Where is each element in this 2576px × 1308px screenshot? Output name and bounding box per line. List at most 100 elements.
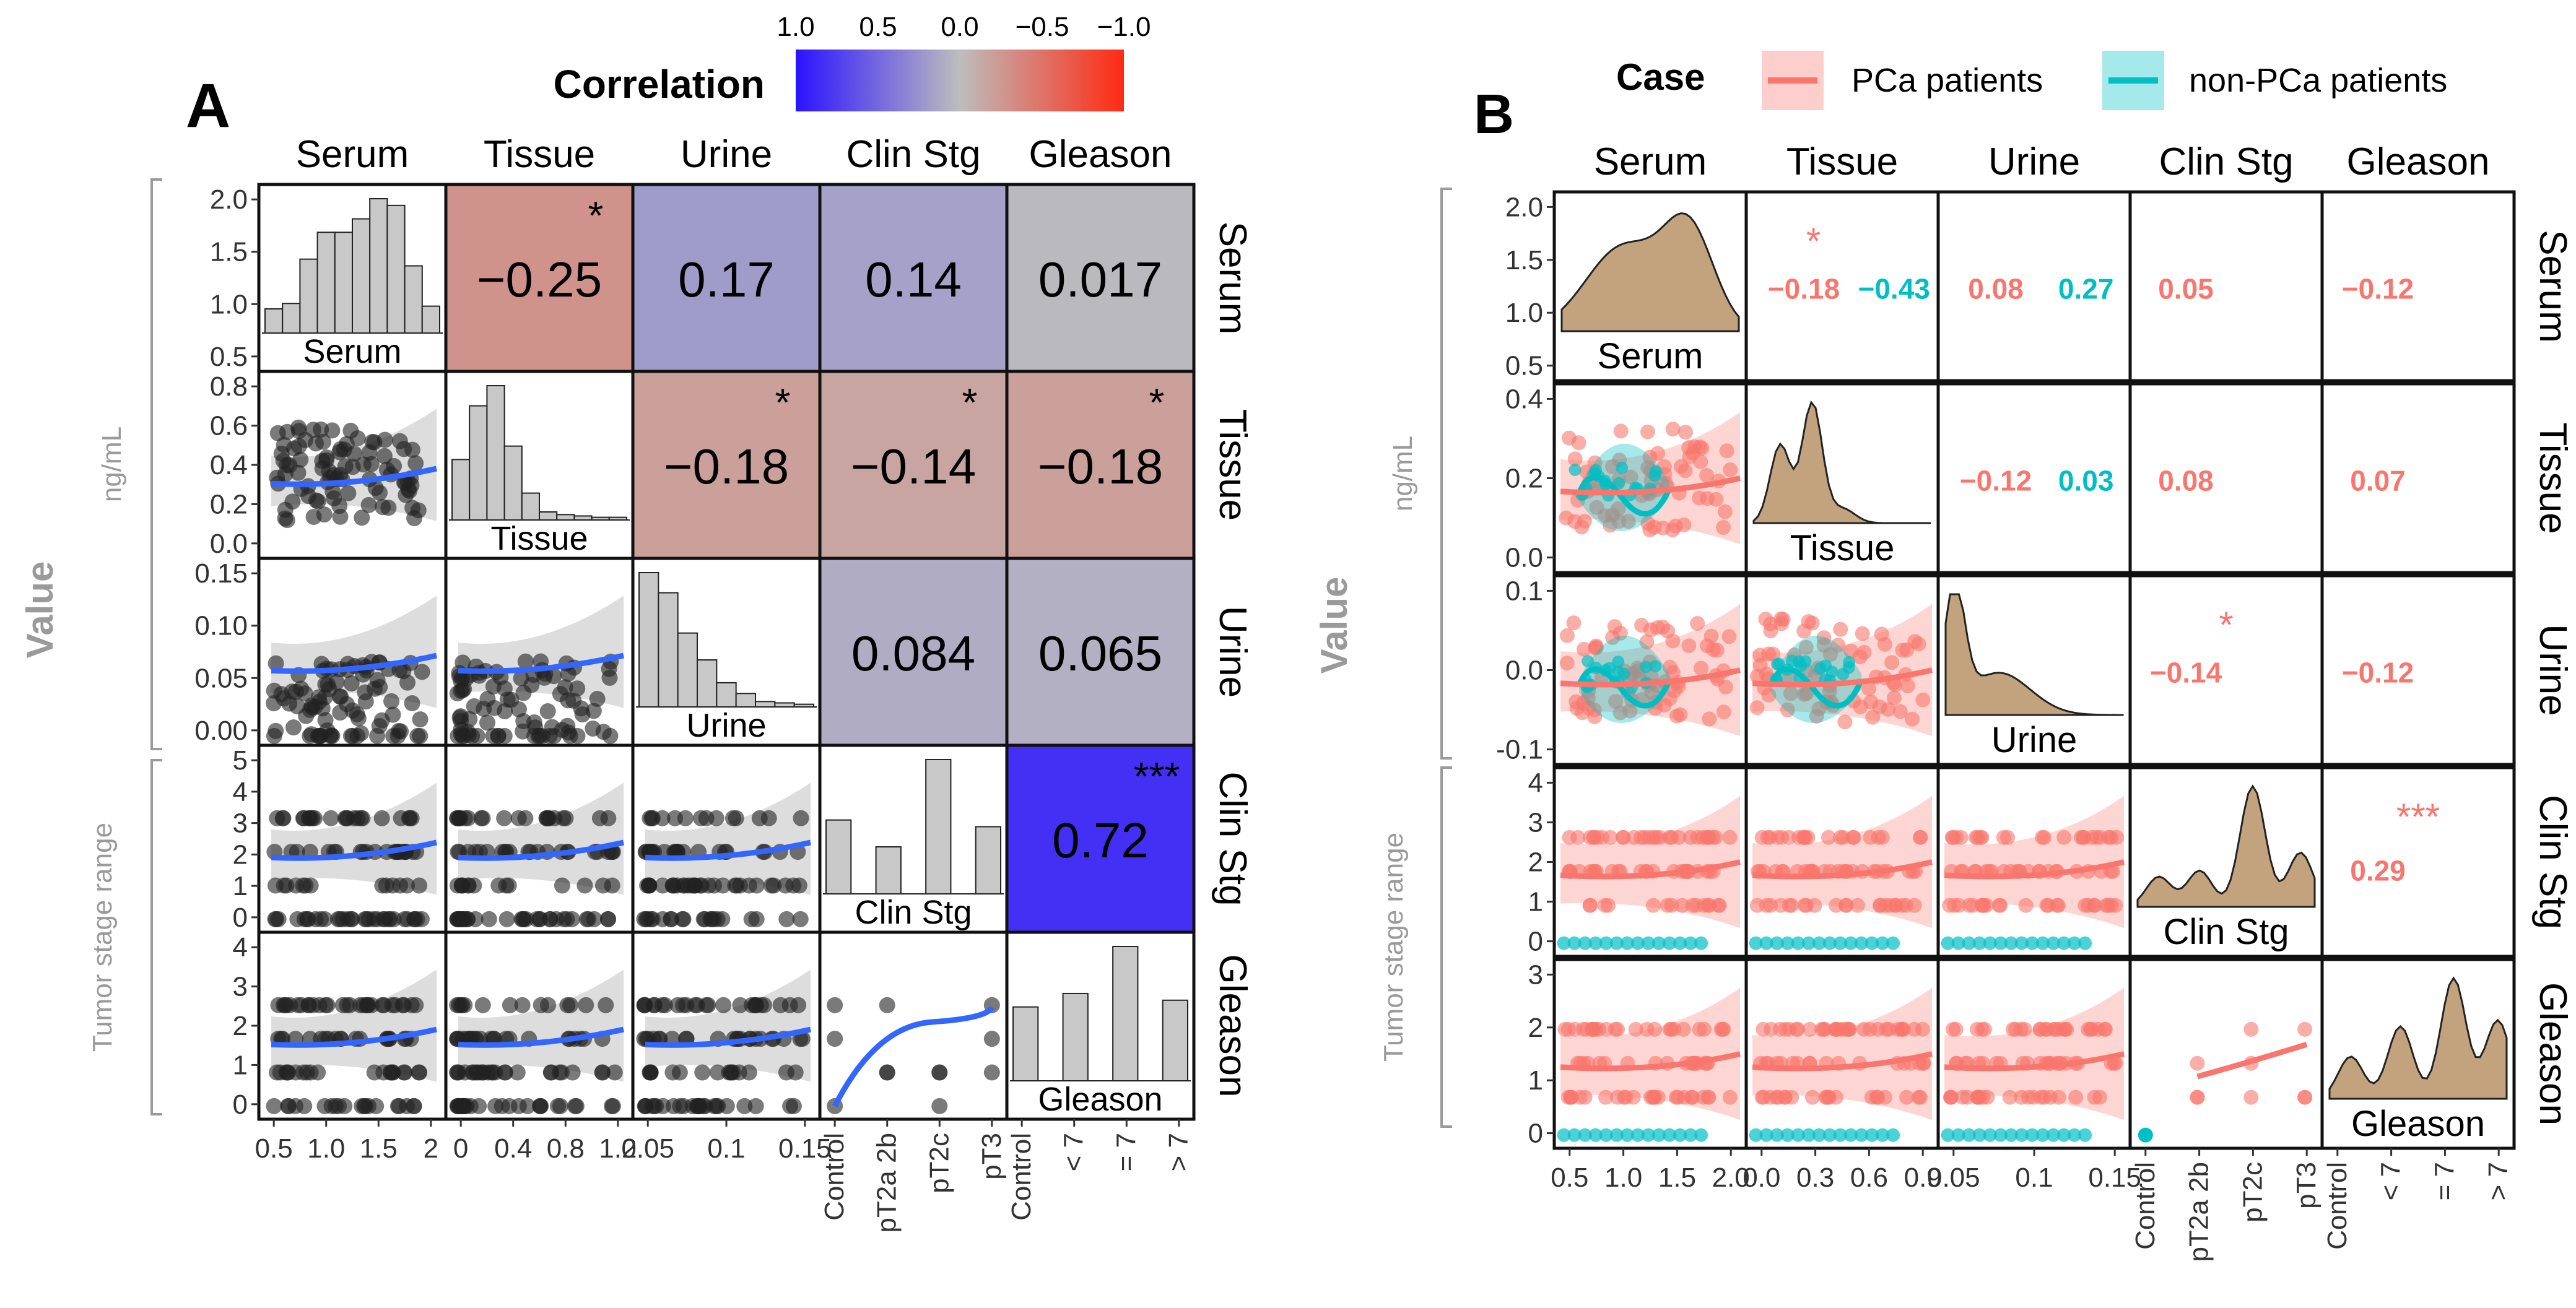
scatter-point	[514, 997, 531, 1013]
scatter-point	[736, 1098, 753, 1114]
scatter-point	[710, 1098, 726, 1114]
nonpca-point	[1795, 659, 1808, 672]
cell-r1-c3: 0.08	[2128, 382, 2324, 574]
scatter-point	[732, 997, 749, 1013]
scatter-point	[350, 710, 367, 727]
y-tick-label-clin: 1	[233, 871, 248, 901]
y-tick-label-urine: 0.0	[1505, 656, 1543, 686]
panel-a-letter: A	[186, 71, 230, 141]
strip-right-clin: Clin Stg	[1211, 771, 1254, 906]
scatter-point	[694, 1064, 711, 1081]
y-tick-label-gleason: 0	[1528, 1119, 1543, 1149]
nonpca-point	[1612, 656, 1625, 669]
scatter-point	[401, 810, 418, 826]
scatter-point	[517, 653, 534, 670]
scatter-point	[367, 680, 383, 697]
confidence-band	[458, 969, 624, 1082]
pca-point	[1639, 1021, 1655, 1037]
pca-point	[1749, 700, 1765, 716]
scatter-point	[672, 1098, 689, 1114]
nonpca-point	[1759, 936, 1773, 950]
x-tick-label-serum: 2.0	[1712, 1163, 1750, 1193]
pca-point	[1562, 829, 1577, 845]
nonpca-point	[1749, 1128, 1763, 1142]
pca-fit-line	[1752, 1051, 1933, 1072]
smooth-fit-line	[458, 1026, 624, 1048]
pca-point	[1778, 1021, 1793, 1037]
pca-point	[1664, 898, 1679, 913]
pca-point	[1590, 829, 1605, 845]
pca-point	[1676, 517, 1692, 532]
b-group-label-ng: ng/mL	[1388, 436, 1418, 511]
pca-point	[1861, 681, 1877, 696]
nonpca-point	[1612, 665, 1625, 678]
corr-value: 0.084	[851, 626, 975, 681]
y-tick-label-tissue: 0.2	[1505, 464, 1543, 494]
corr-value: 0.017	[1038, 252, 1162, 307]
pca-point	[1862, 1021, 1878, 1037]
cell-r1-c0	[1552, 382, 1748, 574]
diag-label: Clin Stg	[2163, 912, 2289, 952]
pca-point	[1765, 646, 1781, 662]
nonpca-point	[2047, 1128, 2060, 1142]
scatter-point	[714, 911, 731, 927]
pca-fit-line	[1752, 859, 1933, 880]
pca-point	[1650, 446, 1666, 461]
pca-point	[1673, 459, 1689, 474]
histogram-bar	[875, 846, 902, 895]
pca-point	[1796, 829, 1812, 845]
x-tick-label-gleason: > 7	[2483, 1162, 2513, 1200]
y-tick-label-tissue: 0.4	[1505, 384, 1543, 414]
scatter-point	[371, 484, 388, 501]
scatter-point	[375, 1064, 392, 1081]
scatter-point	[723, 1064, 739, 1081]
pca-point	[1639, 635, 1655, 650]
y-tick-label-serum: 2.0	[210, 184, 248, 215]
diag-label: Tissue	[490, 520, 588, 557]
pca-point	[1784, 898, 1799, 913]
pca-point	[2032, 1021, 2048, 1037]
pca-point	[2097, 1021, 2113, 1037]
pca-point	[1700, 491, 1715, 506]
scatter-point	[307, 698, 323, 715]
panel-b: B Case PCa patients non-PCa patients Val…	[1313, 51, 2574, 1262]
pca-point	[1878, 1021, 1894, 1037]
strip-top-clin: Clin Stg	[2159, 141, 2293, 183]
significance-stars: ***	[1134, 754, 1180, 799]
a-group-label-ng: ng/mL	[97, 427, 127, 502]
histogram-bar	[503, 445, 523, 521]
pca-point	[1916, 1055, 1931, 1071]
y-tick-label-gleason: 4	[233, 932, 248, 963]
scatter-point	[409, 727, 426, 744]
scatter-point	[266, 682, 282, 699]
cell-r1-c1: Tissue	[1744, 382, 1940, 574]
y-tick-label-gleason: 1	[233, 1050, 248, 1080]
scatter-point	[371, 717, 388, 734]
nonpca-point	[1641, 1128, 1655, 1142]
pca-point	[1608, 1021, 1623, 1037]
x-tick-label-gleason: = 7	[2429, 1162, 2460, 1200]
strip-top-tissue: Tissue	[1786, 141, 1898, 183]
x-tick-label-clin: pT2a 2b	[872, 1133, 902, 1232]
pca-point	[1871, 829, 1886, 845]
scatter-point	[741, 877, 757, 894]
x-tick-label-gleason: < 7	[2376, 1162, 2406, 1200]
nonpca-point	[2014, 1128, 2029, 1142]
x-tick-label-clin: Control	[819, 1133, 850, 1221]
pca-point	[1643, 1089, 1658, 1105]
scatter-point	[399, 674, 416, 691]
legend-label-pca: PCa patients	[1852, 62, 2043, 99]
scatter-point	[331, 498, 348, 514]
pca-point	[1577, 1089, 1593, 1105]
pca-point	[1900, 678, 1915, 694]
scatter-point	[531, 911, 548, 927]
scatter-point	[501, 1098, 518, 1114]
scatter-point	[343, 675, 360, 692]
scatter-point	[364, 433, 381, 450]
confidence-band	[645, 969, 811, 1082]
pca-point	[2034, 829, 2050, 845]
histogram-bar	[352, 218, 371, 334]
cell-r0-c1: * −0.25	[444, 183, 635, 373]
y-tick-label-tissue: 0.4	[210, 450, 248, 480]
pca-point	[1891, 1021, 1906, 1037]
